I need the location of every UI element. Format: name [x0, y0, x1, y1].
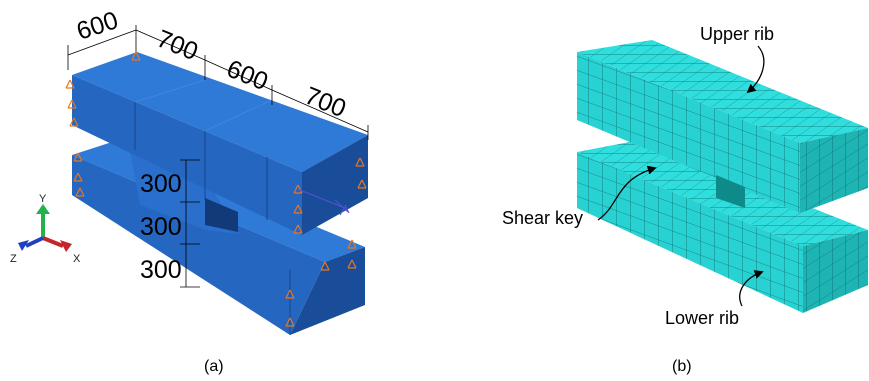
panel-b-mesh: Upper rib Shear key Lower rib (b): [502, 24, 868, 375]
upper-block-top-face: [72, 52, 368, 172]
dimension-label-top-2: 700: [153, 25, 202, 67]
dimension-lines: [67, 25, 369, 288]
shear-key-block: [130, 150, 240, 234]
support-icon: [75, 187, 85, 197]
support-icon: [69, 117, 79, 127]
label-shear-key: Shear key: [502, 208, 583, 228]
shear-key-opening-b: [716, 175, 745, 208]
load-symbol: [299, 189, 350, 216]
lower-block-side-face: [290, 247, 365, 335]
support-icon: [293, 184, 303, 194]
support-icon: [293, 224, 303, 234]
support-icon: [355, 157, 365, 167]
support-icon: [67, 99, 77, 109]
upper-block-side-face: [302, 135, 368, 235]
arrow-shear-key: [597, 165, 657, 221]
dimension-label-side-2: 300: [140, 213, 182, 241]
label-upper-rib: Upper rib: [700, 24, 774, 44]
dimension-label-side-1: 300: [140, 170, 182, 198]
shear-key-opening: [205, 198, 238, 232]
label-lower-rib: Lower rib: [665, 308, 739, 328]
support-icon: [285, 289, 295, 299]
caption-a: (a): [204, 358, 224, 375]
coordinate-triad: Y Z X: [10, 193, 81, 265]
lower-rib-side-face: [803, 230, 868, 313]
support-icon: [347, 259, 357, 269]
support-icon: [131, 51, 141, 61]
support-icon: [65, 79, 75, 89]
support-icon: [73, 152, 83, 162]
axis-label-y: Y: [39, 193, 47, 205]
dimension-label-side-3: 300: [140, 256, 182, 284]
support-icon: [73, 172, 83, 182]
lower-block-front-face: [72, 155, 325, 335]
support-icon: [293, 204, 303, 214]
support-icon: [357, 179, 367, 189]
arrow-upper-rib: [746, 45, 765, 94]
caption-b: (b): [672, 358, 692, 375]
support-icon: [347, 239, 357, 249]
lower-rib-front-face: [577, 152, 803, 313]
upper-block-front-face: [72, 75, 302, 235]
upper-rib-top-face: [577, 40, 868, 143]
dimension-label-top-1: 600: [73, 6, 121, 46]
upper-rib-mesh: [577, 40, 868, 213]
support-symbols: [65, 51, 367, 327]
upper-block: [72, 52, 368, 235]
upper-rib-front-face: [577, 52, 800, 213]
upper-rib-side-face: [800, 128, 868, 213]
panel-a-model: 600 700 600 700 300 300 300 Y Z X (a): [10, 6, 369, 375]
axis-label-z: Z: [10, 253, 17, 265]
axis-label-x: X: [73, 253, 81, 265]
support-icon: [320, 261, 330, 271]
arrow-lower-rib: [739, 270, 764, 307]
support-icon: [285, 317, 295, 327]
